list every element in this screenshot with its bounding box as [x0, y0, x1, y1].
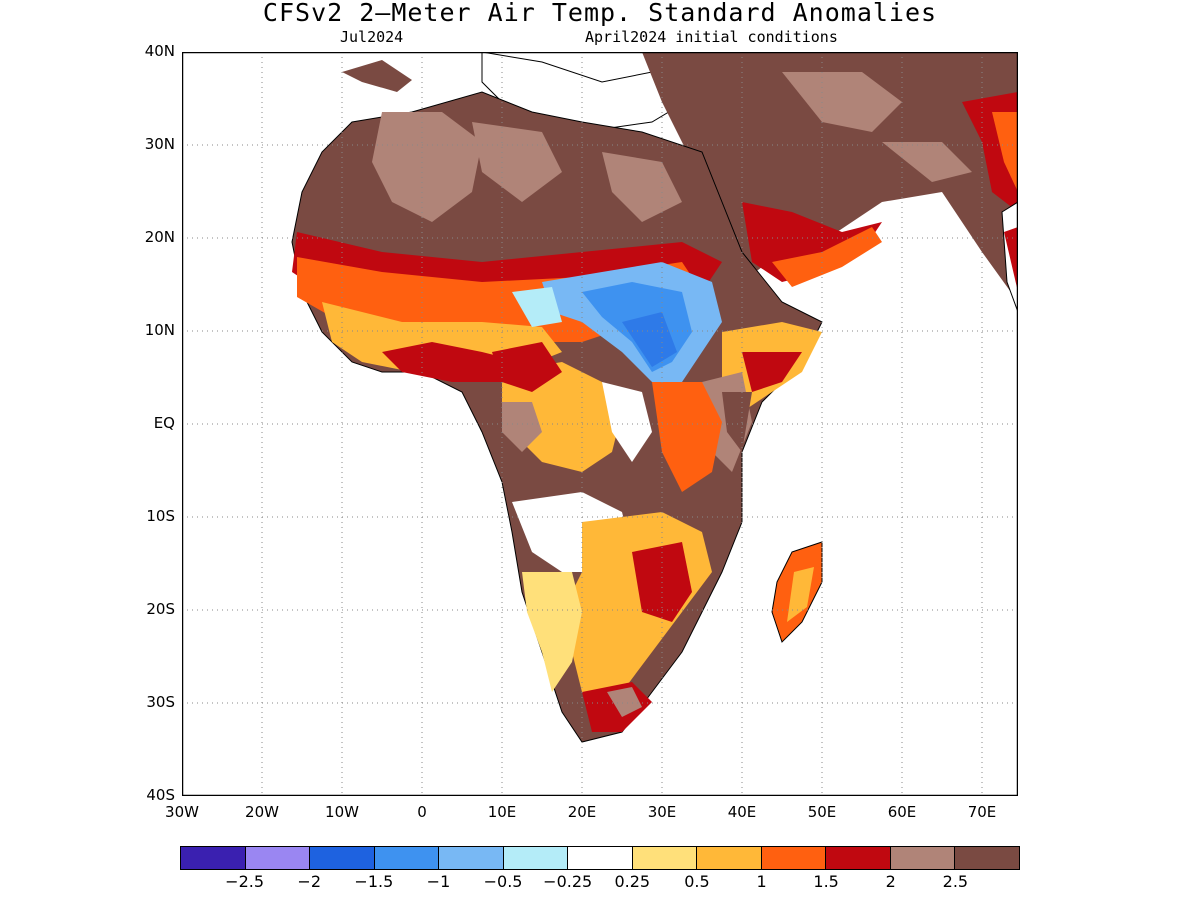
legend-swatch [503, 847, 569, 869]
legend-label: 0.5 [684, 872, 710, 891]
legend-swatch [568, 847, 633, 869]
legend-label: −1 [426, 872, 451, 891]
legend-label: 1.5 [813, 872, 839, 891]
legend-swatch [181, 847, 246, 869]
latitude-tick-label: 10S [146, 507, 175, 525]
legend-label: −2 [297, 872, 322, 891]
longitude-tick-label: 30E [647, 803, 677, 821]
anomaly-map [181, 51, 1019, 797]
legend-label: 2 [885, 872, 896, 891]
latitude-tick-label: 30N [144, 135, 175, 153]
latitude-tick-label: 20N [144, 228, 175, 246]
legend-swatch [439, 847, 504, 869]
grid-lines [182, 52, 1018, 796]
latitude-tick-label: 30S [146, 693, 175, 711]
map-frame [181, 51, 1019, 797]
legend-swatch [245, 847, 311, 869]
longitude-tick-label: 40E [727, 803, 757, 821]
legend-label: 2.5 [942, 872, 969, 891]
color-scale-legend [180, 846, 1020, 870]
latitude-tick-label: 10N [144, 321, 175, 339]
longitude-tick-label: 10E [487, 803, 517, 821]
latitude-tick-label: 40N [144, 42, 175, 60]
map-title: CFSv2 2–Meter Air Temp. Standard Anomali… [262, 0, 938, 27]
longitude-tick-label: 60E [887, 803, 917, 821]
initial-conditions-label: April2024 initial conditions [585, 28, 838, 46]
valid-month-label: Jul2024 [340, 28, 404, 46]
legend-swatch [697, 847, 762, 869]
legend-label: −0.25 [543, 872, 593, 891]
latitude-tick-label: 20S [146, 600, 175, 618]
legend-swatch [826, 847, 891, 869]
latitude-tick-label: EQ [153, 414, 175, 432]
longitude-tick-label: 20E [567, 803, 597, 821]
legend-label: −1.5 [354, 872, 394, 891]
legend-label: −0.5 [483, 872, 523, 891]
legend-swatch [761, 847, 827, 869]
longitude-tick-label: 10W [325, 803, 359, 821]
longitude-tick-label: 50E [807, 803, 837, 821]
legend-label: 0.25 [614, 872, 651, 891]
longitude-tick-label: 20W [245, 803, 279, 821]
legend-swatch [632, 847, 698, 869]
latitude-tick-label: 40S [146, 786, 175, 804]
legend-label: −2.5 [225, 872, 265, 891]
legend-swatch [310, 847, 375, 869]
legend-swatch [374, 847, 440, 869]
longitude-tick-label: 0 [417, 803, 427, 821]
longitude-tick-label: 70E [967, 803, 997, 821]
legend-swatch [955, 847, 1019, 869]
legend-swatch [890, 847, 956, 869]
legend-label: 1 [756, 872, 767, 891]
map-panel [181, 51, 1019, 797]
iberia-region [342, 60, 412, 92]
longitude-tick-label: 30W [165, 803, 199, 821]
